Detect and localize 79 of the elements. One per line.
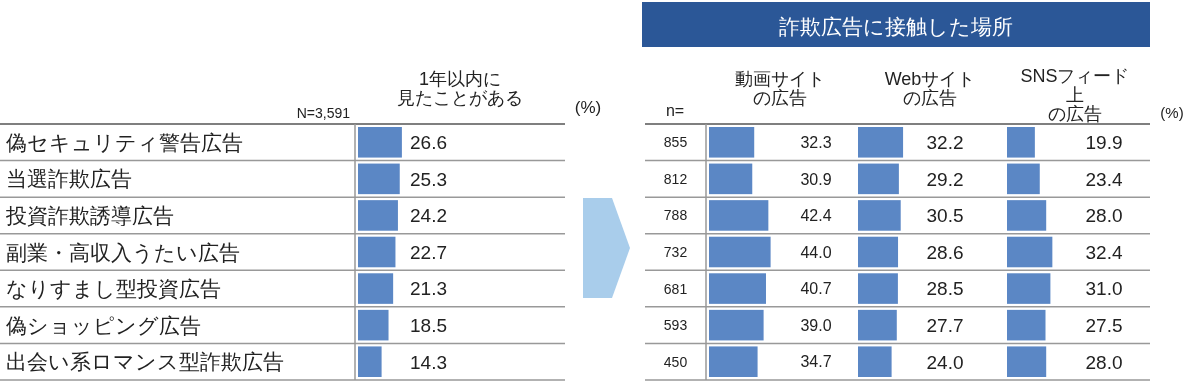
data-label: 26.6: [410, 132, 447, 154]
chart-title: Webサイトの広告: [884, 69, 976, 108]
bar: [1007, 346, 1047, 377]
y-tick-label: 当選詐欺広告: [6, 167, 132, 191]
chart-title: SNSフィード上の広告: [1020, 66, 1130, 124]
data-label: 22.7: [410, 241, 447, 263]
y-tick-label: 450: [663, 353, 688, 370]
data-label: 34.7: [800, 353, 832, 371]
bar: [709, 346, 758, 377]
bar: [709, 309, 764, 341]
bar: [858, 163, 899, 195]
y-tick-label: 偽セキュリティ警告広告: [6, 130, 243, 154]
data-label: 23.4: [1085, 168, 1123, 190]
bar: [858, 127, 904, 158]
bar: [858, 309, 897, 341]
data-label: 28.5: [926, 278, 964, 300]
data-label: 31.0: [1085, 278, 1123, 300]
y-tick-label: 681: [663, 280, 688, 297]
bar: [358, 200, 398, 231]
data-label: 28.0: [1085, 205, 1123, 227]
data-label: 24.0: [926, 351, 964, 373]
bar: [1007, 273, 1051, 304]
bar: [709, 163, 753, 195]
bar: [358, 346, 382, 377]
text: 詐欺広告に接触した場所: [779, 15, 1013, 38]
y-tick-label: 投資詐欺誘導広告: [5, 203, 174, 227]
data-label: 24.2: [410, 205, 447, 227]
bar: [1007, 127, 1035, 158]
bar: [709, 200, 769, 231]
bar: [858, 200, 901, 231]
y-tick-label: 副業・高収入うたい広告: [6, 240, 240, 264]
data-label: 44.0: [800, 243, 832, 261]
data-label: 14.3: [410, 351, 447, 373]
data-label: 28.0: [1085, 351, 1123, 373]
bar: [358, 273, 394, 304]
data-label: 25.3: [410, 168, 447, 190]
bar: [1007, 236, 1053, 268]
bar: [1007, 163, 1040, 195]
text: 1年以内に見たことがある: [397, 69, 523, 108]
bar: [858, 273, 898, 304]
data-label: 42.4: [800, 207, 832, 225]
data-label: 18.5: [410, 314, 447, 336]
y-tick-label: なりすまし型投資広告: [6, 277, 221, 301]
chart-title: 動画サイトの広告: [735, 69, 825, 108]
data-label: 21.3: [410, 278, 447, 300]
y-tick-label: 偽ショッピング広告: [6, 313, 201, 337]
data-label: 27.5: [1085, 314, 1123, 336]
data-label: 30.5: [926, 205, 964, 227]
bar: [1007, 309, 1046, 341]
bar: [1007, 200, 1047, 231]
data-label: 32.2: [926, 132, 964, 154]
bar: [358, 127, 402, 158]
data-label: 32.4: [1085, 241, 1123, 263]
bar: [709, 236, 771, 268]
bar: [709, 273, 766, 304]
data-label: 27.7: [926, 314, 964, 336]
bar: [358, 236, 396, 268]
data-label: 19.9: [1085, 132, 1123, 154]
bar: [858, 236, 899, 268]
text: (%): [1160, 104, 1184, 121]
y-tick-label: 812: [663, 170, 688, 187]
y-tick-label: 732: [663, 244, 688, 261]
text: n=: [665, 102, 685, 119]
data-label: 30.9: [800, 170, 832, 188]
y-tick-label: 593: [663, 317, 688, 334]
data-label: 32.3: [800, 134, 832, 152]
data-label: 39.0: [800, 316, 832, 334]
bar: [709, 127, 755, 158]
y-tick-label: 出会い系ロマンス型詐欺広告: [6, 350, 284, 374]
text: N=3,591: [296, 105, 351, 121]
data-label: 28.6: [926, 241, 964, 263]
bar: [358, 309, 389, 341]
bar: [858, 346, 892, 377]
y-tick-label: 855: [663, 134, 688, 151]
data-label: 40.7: [800, 280, 832, 298]
bar: [358, 163, 400, 195]
data-label: 29.2: [926, 168, 964, 190]
y-tick-label: 788: [663, 207, 688, 224]
text: (%): [574, 98, 602, 117]
